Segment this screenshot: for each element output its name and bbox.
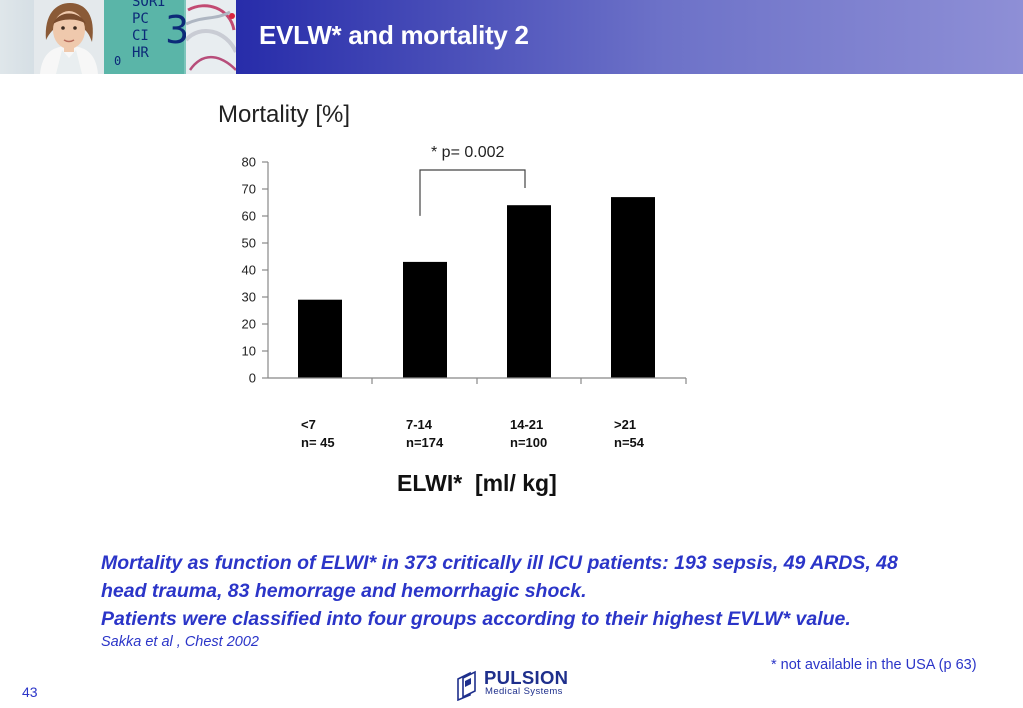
logo-name: PULSION <box>484 667 569 688</box>
monitor-line: HR <box>132 45 149 61</box>
bar <box>611 197 655 378</box>
bar <box>403 261 447 378</box>
pulsion-logo-icon <box>457 670 476 701</box>
y-tick-label: 20 <box>242 317 256 332</box>
y-tick-label: 30 <box>242 290 256 305</box>
x-category-n-label: n=54 <box>614 435 645 450</box>
x-category-n-label: n=174 <box>406 435 444 450</box>
y-tick-label: 80 <box>242 155 256 170</box>
y-tick-label: 10 <box>242 344 256 359</box>
footnote: * not available in the USA (p 63) <box>771 657 977 673</box>
page-number: 43 <box>22 684 38 700</box>
monitor-zero: 0 <box>114 54 122 68</box>
mortality-bar-chart: Mortality [%] 0 10 20 30 40 50 60 70 80 <7 n= 45 7… <box>218 101 687 450</box>
monitor-number: 3 <box>165 8 190 52</box>
slide-title: EVLW* and mortality 2 <box>259 20 529 50</box>
logo-subtitle: Medical Systems <box>485 686 563 697</box>
pulsion-logo: PULSION Medical Systems <box>455 667 585 701</box>
x-axis-label: ELWI* [ml/ kg] <box>397 470 557 496</box>
y-tick-label: 60 <box>242 209 256 224</box>
x-category-label: <7 <box>301 417 316 432</box>
bracket-line <box>419 169 526 216</box>
x-category-label: >21 <box>614 417 636 432</box>
citation: Sakka et al , Chest 2002 <box>101 634 259 650</box>
chart-title: Mortality [%] <box>218 101 350 128</box>
caption-line: Patients were classified into four group… <box>101 608 851 630</box>
caption-line: head trauma, 83 hemorrage and hemorrhagi… <box>101 580 587 602</box>
header-photo: SORI PC CI HR 3 0 <box>0 0 236 74</box>
x-category-n-label: n= 45 <box>301 435 335 450</box>
monitor-readout: SORI PC CI HR <box>104 0 184 74</box>
bars <box>298 197 655 378</box>
bar <box>298 299 342 378</box>
p-value-label: * p= 0.002 <box>431 144 505 161</box>
bar <box>507 205 551 378</box>
doctor-portrait-image <box>34 0 104 74</box>
y-tick-label: 0 <box>249 371 256 386</box>
x-category-label: 7-14 <box>406 417 433 432</box>
monitor-line: SORI <box>132 0 166 10</box>
cables-image <box>186 0 236 74</box>
y-axis: 0 10 20 30 40 50 60 70 80 <box>242 155 269 386</box>
monitor-line: PC <box>132 11 149 27</box>
y-tick-label: 40 <box>242 263 256 278</box>
significance-bracket: * p= 0.002 <box>419 144 526 216</box>
header-banner: SORI PC CI HR 3 0 EVLW* and mortality 2 <box>0 0 1023 74</box>
y-tick-label: 70 <box>242 182 256 197</box>
x-axis: <7 n= 45 7-14 n=174 14-21 n=100 >21 n=54 <box>268 377 687 450</box>
monitor-line: CI <box>132 28 149 44</box>
x-category-n-label: n=100 <box>510 435 547 450</box>
caption: Mortality as function of ELWI* in 373 cr… <box>101 549 921 633</box>
y-tick-label: 50 <box>242 236 256 251</box>
x-category-label: 14-21 <box>510 417 543 432</box>
caption-line: Mortality as function of ELWI* in 373 cr… <box>101 552 898 574</box>
